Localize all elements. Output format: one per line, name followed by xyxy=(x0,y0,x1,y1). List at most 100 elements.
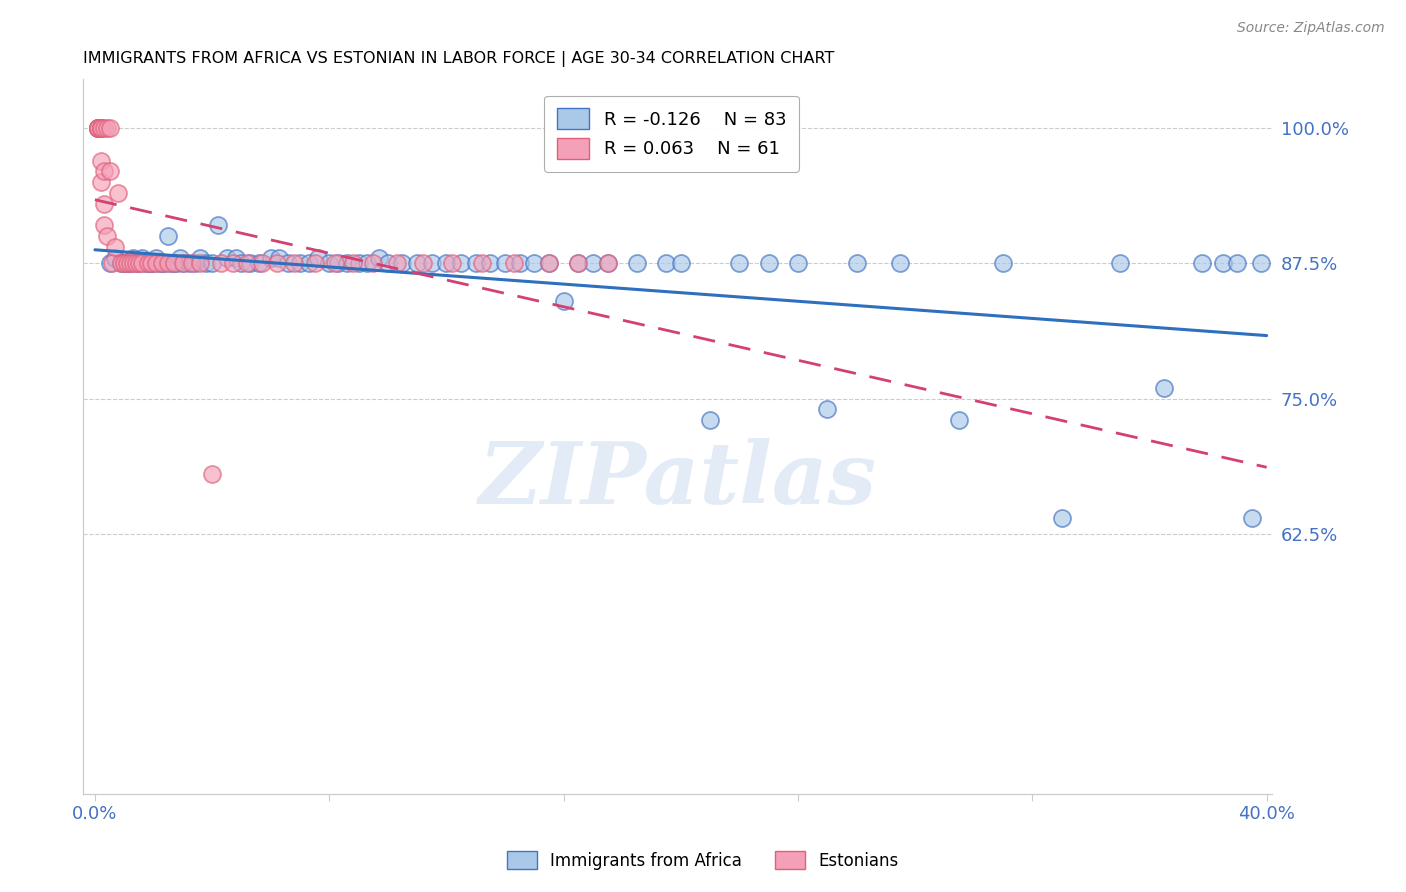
Point xyxy=(494,256,516,270)
Point xyxy=(190,256,212,270)
Point xyxy=(125,256,148,270)
Point xyxy=(342,256,364,270)
Point xyxy=(471,256,494,270)
Point xyxy=(101,256,124,270)
Point xyxy=(107,186,129,200)
Point xyxy=(260,251,283,265)
Point xyxy=(115,256,138,270)
Point xyxy=(269,251,291,265)
Point xyxy=(815,402,838,417)
Point xyxy=(787,256,810,270)
Point xyxy=(163,256,186,270)
Point xyxy=(385,256,408,270)
Point xyxy=(195,256,218,270)
Point xyxy=(215,251,238,265)
Point xyxy=(391,256,413,270)
Point xyxy=(596,256,619,270)
Point xyxy=(128,256,150,270)
Point xyxy=(326,256,349,270)
Point xyxy=(420,256,443,270)
Point xyxy=(758,256,780,270)
Point xyxy=(307,251,329,265)
Point xyxy=(266,256,288,270)
Point xyxy=(155,256,177,270)
Point xyxy=(1191,256,1213,270)
Point xyxy=(93,196,115,211)
Point xyxy=(87,121,110,136)
Point xyxy=(139,256,162,270)
Point xyxy=(1250,256,1272,270)
Point xyxy=(87,121,110,136)
Point xyxy=(1109,256,1132,270)
Point xyxy=(441,256,464,270)
Point xyxy=(163,256,186,270)
Point xyxy=(991,256,1014,270)
Point xyxy=(1050,510,1073,524)
Point xyxy=(502,256,524,270)
Point xyxy=(93,121,115,136)
Text: IMMIGRANTS FROM AFRICA VS ESTONIAN IN LABOR FORCE | AGE 30-34 CORRELATION CHART: IMMIGRANTS FROM AFRICA VS ESTONIAN IN LA… xyxy=(83,51,835,67)
Point xyxy=(582,256,605,270)
Point xyxy=(699,413,721,427)
Point xyxy=(136,256,159,270)
Point xyxy=(148,256,170,270)
Point xyxy=(1226,256,1249,270)
Point xyxy=(115,256,138,270)
Point xyxy=(96,121,118,136)
Point xyxy=(104,251,127,265)
Point xyxy=(464,256,486,270)
Point xyxy=(1240,510,1263,524)
Point xyxy=(239,256,262,270)
Point xyxy=(87,121,110,136)
Point xyxy=(948,413,970,427)
Point xyxy=(145,251,167,265)
Point xyxy=(298,256,321,270)
Point xyxy=(131,251,153,265)
Point xyxy=(201,256,224,270)
Point xyxy=(336,256,359,270)
Text: Source: ZipAtlas.com: Source: ZipAtlas.com xyxy=(1237,21,1385,35)
Point xyxy=(104,240,127,254)
Point xyxy=(160,256,183,270)
Point xyxy=(90,121,112,136)
Point xyxy=(134,256,156,270)
Point xyxy=(304,256,326,270)
Point xyxy=(626,256,648,270)
Point xyxy=(128,256,150,270)
Point xyxy=(172,256,194,270)
Point xyxy=(180,256,202,270)
Point xyxy=(889,256,911,270)
Point xyxy=(112,256,135,270)
Point xyxy=(87,121,110,136)
Point xyxy=(90,121,112,136)
Point xyxy=(537,256,560,270)
Point xyxy=(96,229,118,244)
Point xyxy=(655,256,678,270)
Point xyxy=(236,256,259,270)
Point xyxy=(93,219,115,233)
Point xyxy=(669,256,692,270)
Point xyxy=(845,256,868,270)
Point xyxy=(98,121,121,136)
Point xyxy=(318,256,340,270)
Point xyxy=(207,219,229,233)
Point xyxy=(110,256,132,270)
Point xyxy=(368,251,391,265)
Point xyxy=(136,256,159,270)
Point xyxy=(567,256,589,270)
Legend: R = -0.126    N = 83, R = 0.063    N = 61: R = -0.126 N = 83, R = 0.063 N = 61 xyxy=(544,95,799,171)
Point xyxy=(406,256,429,270)
Point xyxy=(166,256,188,270)
Point xyxy=(169,251,191,265)
Point xyxy=(523,256,546,270)
Point xyxy=(225,251,247,265)
Point xyxy=(221,256,243,270)
Point xyxy=(1153,381,1175,395)
Point xyxy=(183,256,205,270)
Point xyxy=(98,256,121,270)
Point xyxy=(1212,256,1234,270)
Point xyxy=(120,256,142,270)
Point xyxy=(247,256,270,270)
Point xyxy=(125,256,148,270)
Point xyxy=(728,256,751,270)
